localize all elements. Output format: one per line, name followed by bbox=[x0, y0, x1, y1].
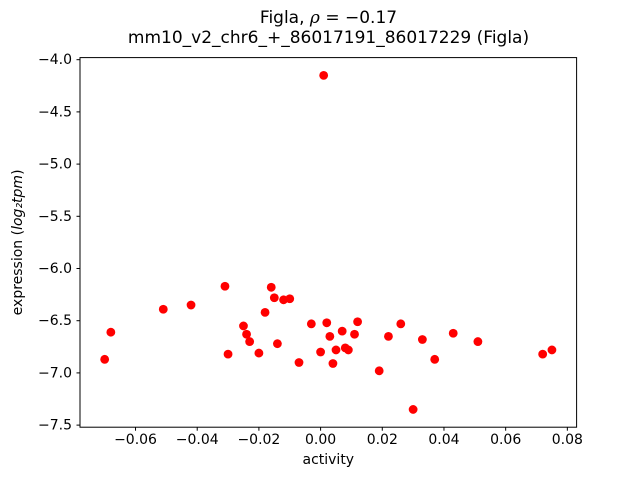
y-tick-label: −6.5 bbox=[38, 313, 72, 329]
data-point bbox=[254, 348, 264, 358]
x-tick-label: 0.00 bbox=[305, 432, 336, 448]
data-point bbox=[316, 347, 325, 357]
data-point bbox=[100, 354, 110, 364]
data-point bbox=[239, 321, 248, 331]
data-point bbox=[266, 282, 276, 292]
data-point bbox=[319, 70, 329, 80]
data-point bbox=[273, 339, 282, 349]
data-point bbox=[294, 358, 304, 367]
data-point bbox=[328, 359, 338, 368]
data-point bbox=[430, 354, 440, 364]
y-tick-label: −5.0 bbox=[38, 157, 72, 173]
x-tick-label: −0.04 bbox=[176, 432, 219, 448]
data-point bbox=[220, 281, 230, 291]
data-point bbox=[223, 349, 233, 359]
data-point bbox=[538, 349, 548, 359]
y-tick-label: −5.5 bbox=[38, 209, 72, 225]
data-point bbox=[417, 335, 427, 344]
axes-frame bbox=[79, 57, 578, 428]
data-point bbox=[325, 331, 335, 341]
y-axis-label: expression (log₂tpm) bbox=[10, 169, 26, 315]
data-point bbox=[269, 293, 279, 303]
x-tick-label: 0.06 bbox=[490, 432, 521, 448]
data-point bbox=[322, 318, 332, 328]
data-point bbox=[158, 304, 168, 314]
data-point bbox=[408, 405, 418, 414]
x-tick-label: 0.04 bbox=[428, 432, 459, 448]
data-point bbox=[374, 366, 384, 376]
x-tick-label: 0.02 bbox=[367, 432, 398, 448]
data-point bbox=[350, 329, 359, 339]
title-rho-symbol: ρ bbox=[309, 8, 320, 28]
x-axis-label: activity bbox=[302, 452, 354, 468]
data-point bbox=[306, 319, 316, 329]
y-tick-label: −4.5 bbox=[38, 104, 72, 120]
data-point bbox=[260, 307, 270, 317]
data-point bbox=[473, 337, 483, 346]
title-correlation-value: = −0.17 bbox=[319, 8, 398, 28]
data-point bbox=[343, 345, 353, 355]
data-point bbox=[245, 337, 255, 346]
x-tick-label: 0.08 bbox=[552, 432, 583, 448]
data-point bbox=[186, 300, 196, 310]
data-point bbox=[337, 326, 347, 336]
y-tick-label: −6.0 bbox=[38, 261, 72, 277]
data-point bbox=[384, 331, 393, 341]
data-point bbox=[353, 317, 363, 327]
data-point bbox=[242, 329, 251, 339]
data-point bbox=[285, 294, 295, 304]
x-tick-label: −0.02 bbox=[237, 432, 280, 448]
data-point bbox=[396, 319, 406, 329]
chart-subtitle: mm10_v2_chr6_+_86017191_86017229 (Figla) bbox=[127, 28, 530, 48]
chart-title-block: Figla, ρ = −0.17 mm10_v2_chr6_+_86017191… bbox=[80, 8, 577, 48]
title-text: Figla, bbox=[259, 8, 310, 28]
y-tick-label: −7.0 bbox=[38, 365, 72, 381]
y-tick-label: −7.5 bbox=[38, 418, 72, 434]
y-tick-label: −4.0 bbox=[38, 52, 72, 68]
data-point bbox=[331, 345, 341, 355]
chart-title: Figla, ρ = −0.17 bbox=[80, 8, 577, 28]
data-point bbox=[106, 327, 116, 337]
x-tick-label: −0.06 bbox=[114, 432, 157, 448]
data-point bbox=[547, 345, 557, 355]
data-point bbox=[448, 328, 458, 338]
